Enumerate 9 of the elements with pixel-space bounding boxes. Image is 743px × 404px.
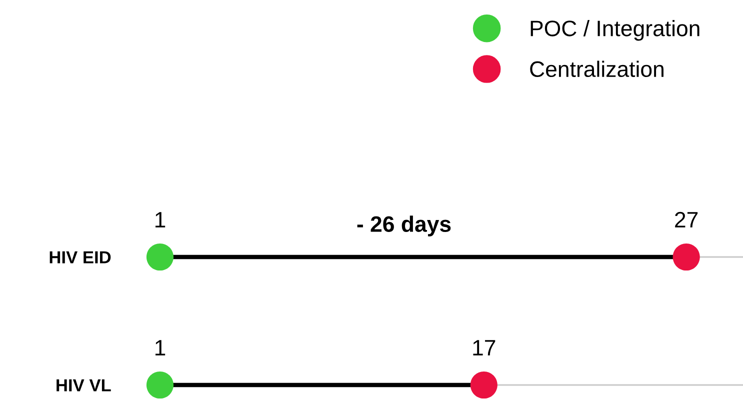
y-tick-label: HIV EID [50, 251, 111, 264]
data-label: 27 [675, 212, 698, 228]
annotation: - 26 days [357, 216, 451, 236]
data-label: 17 [473, 340, 496, 356]
legend-label: Centralization [530, 60, 664, 78]
data-label: 1 [156, 340, 166, 356]
data-label: 1 [156, 212, 166, 228]
legend-label: POC / Integration [530, 20, 700, 41]
y-tick-label: HIV VL [56, 379, 111, 392]
